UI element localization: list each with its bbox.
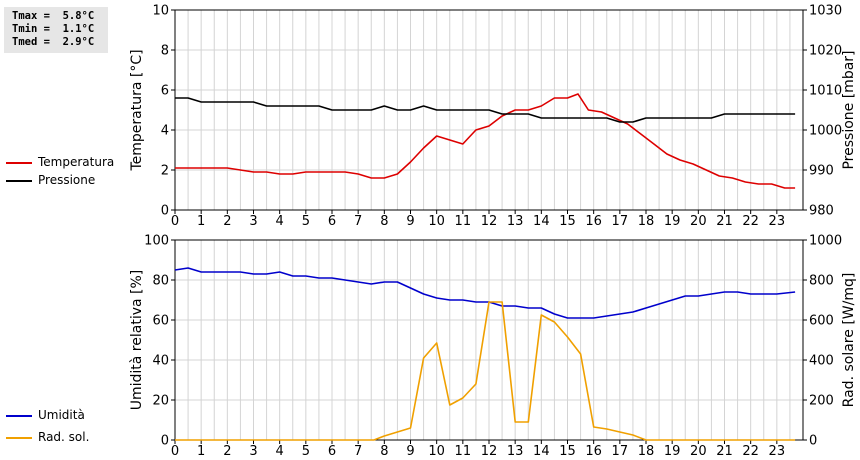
humidity-radiation-y2tick-label: 800 bbox=[809, 274, 834, 289]
humidity-radiation-ytick-label: 20 bbox=[152, 394, 169, 409]
temperature-pressure-xtick-label: 2 bbox=[223, 214, 231, 229]
humidity-radiation-ytick-label: 80 bbox=[152, 274, 169, 289]
humidity-radiation-xtick-label: 22 bbox=[742, 444, 759, 459]
legend-temperature: Temperatura bbox=[6, 155, 114, 169]
legend-temperature-swatch bbox=[6, 161, 32, 164]
humidity-radiation-ytick-label: 60 bbox=[152, 314, 169, 329]
humidity-radiation-series-1 bbox=[175, 301, 796, 441]
temperature-pressure-xtick-label: 3 bbox=[249, 214, 257, 229]
temperature-pressure-y2tick-label: 1010 bbox=[809, 84, 842, 99]
legend-pressure-label: Pressione bbox=[38, 173, 96, 187]
humidity-radiation-xtick-label: 20 bbox=[690, 444, 707, 459]
temperature-pressure-xtick-label: 18 bbox=[638, 214, 655, 229]
temperature-pressure-ytick-label: 10 bbox=[152, 4, 169, 19]
temperature-pressure-xtick-label: 6 bbox=[328, 214, 336, 229]
temperature-pressure-xtick-label: 4 bbox=[276, 214, 284, 229]
legend-pressure: Pressione bbox=[6, 173, 95, 187]
humidity-radiation-xtick-label: 14 bbox=[533, 444, 550, 459]
stats-box: Tmax = 5.8°C Tmin = 1.1°C Tmed = 2.9°C bbox=[4, 7, 108, 53]
humidity-radiation-xtick-label: 23 bbox=[769, 444, 786, 459]
humidity-radiation-xtick-label: 9 bbox=[406, 444, 414, 459]
temperature-pressure-ytick-label: 2 bbox=[161, 164, 169, 179]
temperature-pressure-y2tick-label: 990 bbox=[809, 164, 834, 179]
humidity-radiation-xtick-label: 18 bbox=[638, 444, 655, 459]
humidity-radiation-xtick-label: 2 bbox=[223, 444, 231, 459]
legend-temperature-label: Temperatura bbox=[38, 155, 115, 169]
humidity-radiation-y2tick-label: 400 bbox=[809, 354, 834, 369]
temperature-pressure-xtick-label: 16 bbox=[585, 214, 602, 229]
temperature-pressure-xtick-label: 11 bbox=[455, 214, 472, 229]
tmed-text: Tmed = 2.9°C bbox=[12, 36, 95, 48]
legend-radiation-swatch bbox=[6, 436, 32, 439]
temperature-pressure-xtick-label: 0 bbox=[171, 214, 179, 229]
temperature-pressure-xtick-label: 20 bbox=[690, 214, 707, 229]
temperature-pressure-xtick-label: 9 bbox=[406, 214, 414, 229]
temperature-pressure-xtick-label: 19 bbox=[664, 214, 681, 229]
humidity-radiation-ytick-label: 0 bbox=[161, 434, 169, 449]
temperature-pressure-xtick-label: 22 bbox=[742, 214, 759, 229]
humidity-radiation-xtick-label: 3 bbox=[249, 444, 257, 459]
temperature-pressure-ytick-label: 0 bbox=[161, 204, 169, 219]
humidity-radiation-xtick-label: 10 bbox=[428, 444, 445, 459]
humidity-radiation-xtick-label: 19 bbox=[664, 444, 681, 459]
temperature-pressure-xtick-label: 13 bbox=[507, 214, 524, 229]
temperature-pressure-xtick-label: 15 bbox=[559, 214, 576, 229]
humidity-radiation-ytick-label: 100 bbox=[144, 234, 169, 249]
humidity-radiation-xtick-label: 1 bbox=[197, 444, 205, 459]
humidity-radiation-xtick-label: 12 bbox=[481, 444, 498, 459]
temperature-pressure-xtick-label: 8 bbox=[380, 214, 388, 229]
temperature-pressure-ytick-label: 6 bbox=[161, 84, 169, 99]
temperature-pressure-xtick-label: 12 bbox=[481, 214, 498, 229]
tmax-text: Tmax = 5.8°C bbox=[12, 10, 95, 22]
temperature-pressure-xtick-label: 23 bbox=[769, 214, 786, 229]
temperature-pressure-series-0 bbox=[175, 93, 796, 189]
temperature-pressure-y2tick-label: 1000 bbox=[809, 124, 842, 139]
temperature-pressure-xtick-label: 7 bbox=[354, 214, 362, 229]
legend-humidity-swatch bbox=[6, 414, 32, 417]
tmin-text: Tmin = 1.1°C bbox=[12, 23, 95, 35]
temperature-pressure-xtick-label: 5 bbox=[302, 214, 310, 229]
temperature-pressure-y2tick-label: 1020 bbox=[809, 44, 842, 59]
humidity-radiation-xtick-label: 0 bbox=[171, 444, 179, 459]
legend-humidity: Umidità bbox=[6, 408, 85, 422]
temperature-pressure-xtick-label: 21 bbox=[716, 214, 733, 229]
humidity-radiation-xtick-label: 7 bbox=[354, 444, 362, 459]
temperature-pressure-xtick-label: 14 bbox=[533, 214, 550, 229]
humidity-radiation-y2tick-label: 0 bbox=[809, 434, 817, 449]
legend-radiation: Rad. sol. bbox=[6, 430, 89, 444]
temperature-pressure-y2tick-label: 980 bbox=[809, 204, 834, 219]
temperature-pressure-y2tick-label: 1030 bbox=[809, 4, 842, 19]
humidity-radiation-y2tick-label: 600 bbox=[809, 314, 834, 329]
humidity-radiation-xtick-label: 6 bbox=[328, 444, 336, 459]
humidity-radiation-ytick-label: 40 bbox=[152, 354, 169, 369]
humidity-radiation-series-0 bbox=[174, 267, 796, 319]
humidity-radiation-xtick-label: 11 bbox=[455, 444, 472, 459]
temperature-pressure-xtick-label: 10 bbox=[428, 214, 445, 229]
legend-humidity-label: Umidità bbox=[38, 408, 85, 422]
humidity-radiation-ylabel: Umidità relativa [%] bbox=[129, 270, 145, 411]
humidity-radiation-xtick-label: 13 bbox=[507, 444, 524, 459]
legend-pressure-swatch bbox=[6, 179, 32, 182]
humidity-radiation-xtick-label: 15 bbox=[559, 444, 576, 459]
humidity-radiation-xtick-label: 21 bbox=[716, 444, 733, 459]
humidity-radiation-y2tick-label: 200 bbox=[809, 394, 834, 409]
temperature-pressure-xtick-label: 1 bbox=[197, 214, 205, 229]
temperature-pressure-ytick-label: 8 bbox=[161, 44, 169, 59]
temperature-pressure-y2label: Pressione [mbar] bbox=[841, 50, 857, 169]
temperature-pressure-ytick-label: 4 bbox=[161, 124, 169, 139]
humidity-radiation-y2tick-label: 1000 bbox=[809, 234, 842, 249]
legend-radiation-label: Rad. sol. bbox=[38, 430, 90, 444]
humidity-radiation-y2label: Rad. solare [W/mq] bbox=[841, 273, 857, 408]
temperature-pressure-ylabel: Temperatura [°C] bbox=[129, 49, 145, 171]
humidity-radiation-xtick-label: 17 bbox=[612, 444, 629, 459]
temperature-pressure-xtick-label: 17 bbox=[612, 214, 629, 229]
humidity-radiation-xtick-label: 5 bbox=[302, 444, 310, 459]
temperature-pressure-series-1 bbox=[175, 97, 796, 123]
humidity-radiation-xtick-label: 16 bbox=[585, 444, 602, 459]
humidity-radiation-xtick-label: 8 bbox=[380, 444, 388, 459]
humidity-radiation-xtick-label: 4 bbox=[276, 444, 284, 459]
